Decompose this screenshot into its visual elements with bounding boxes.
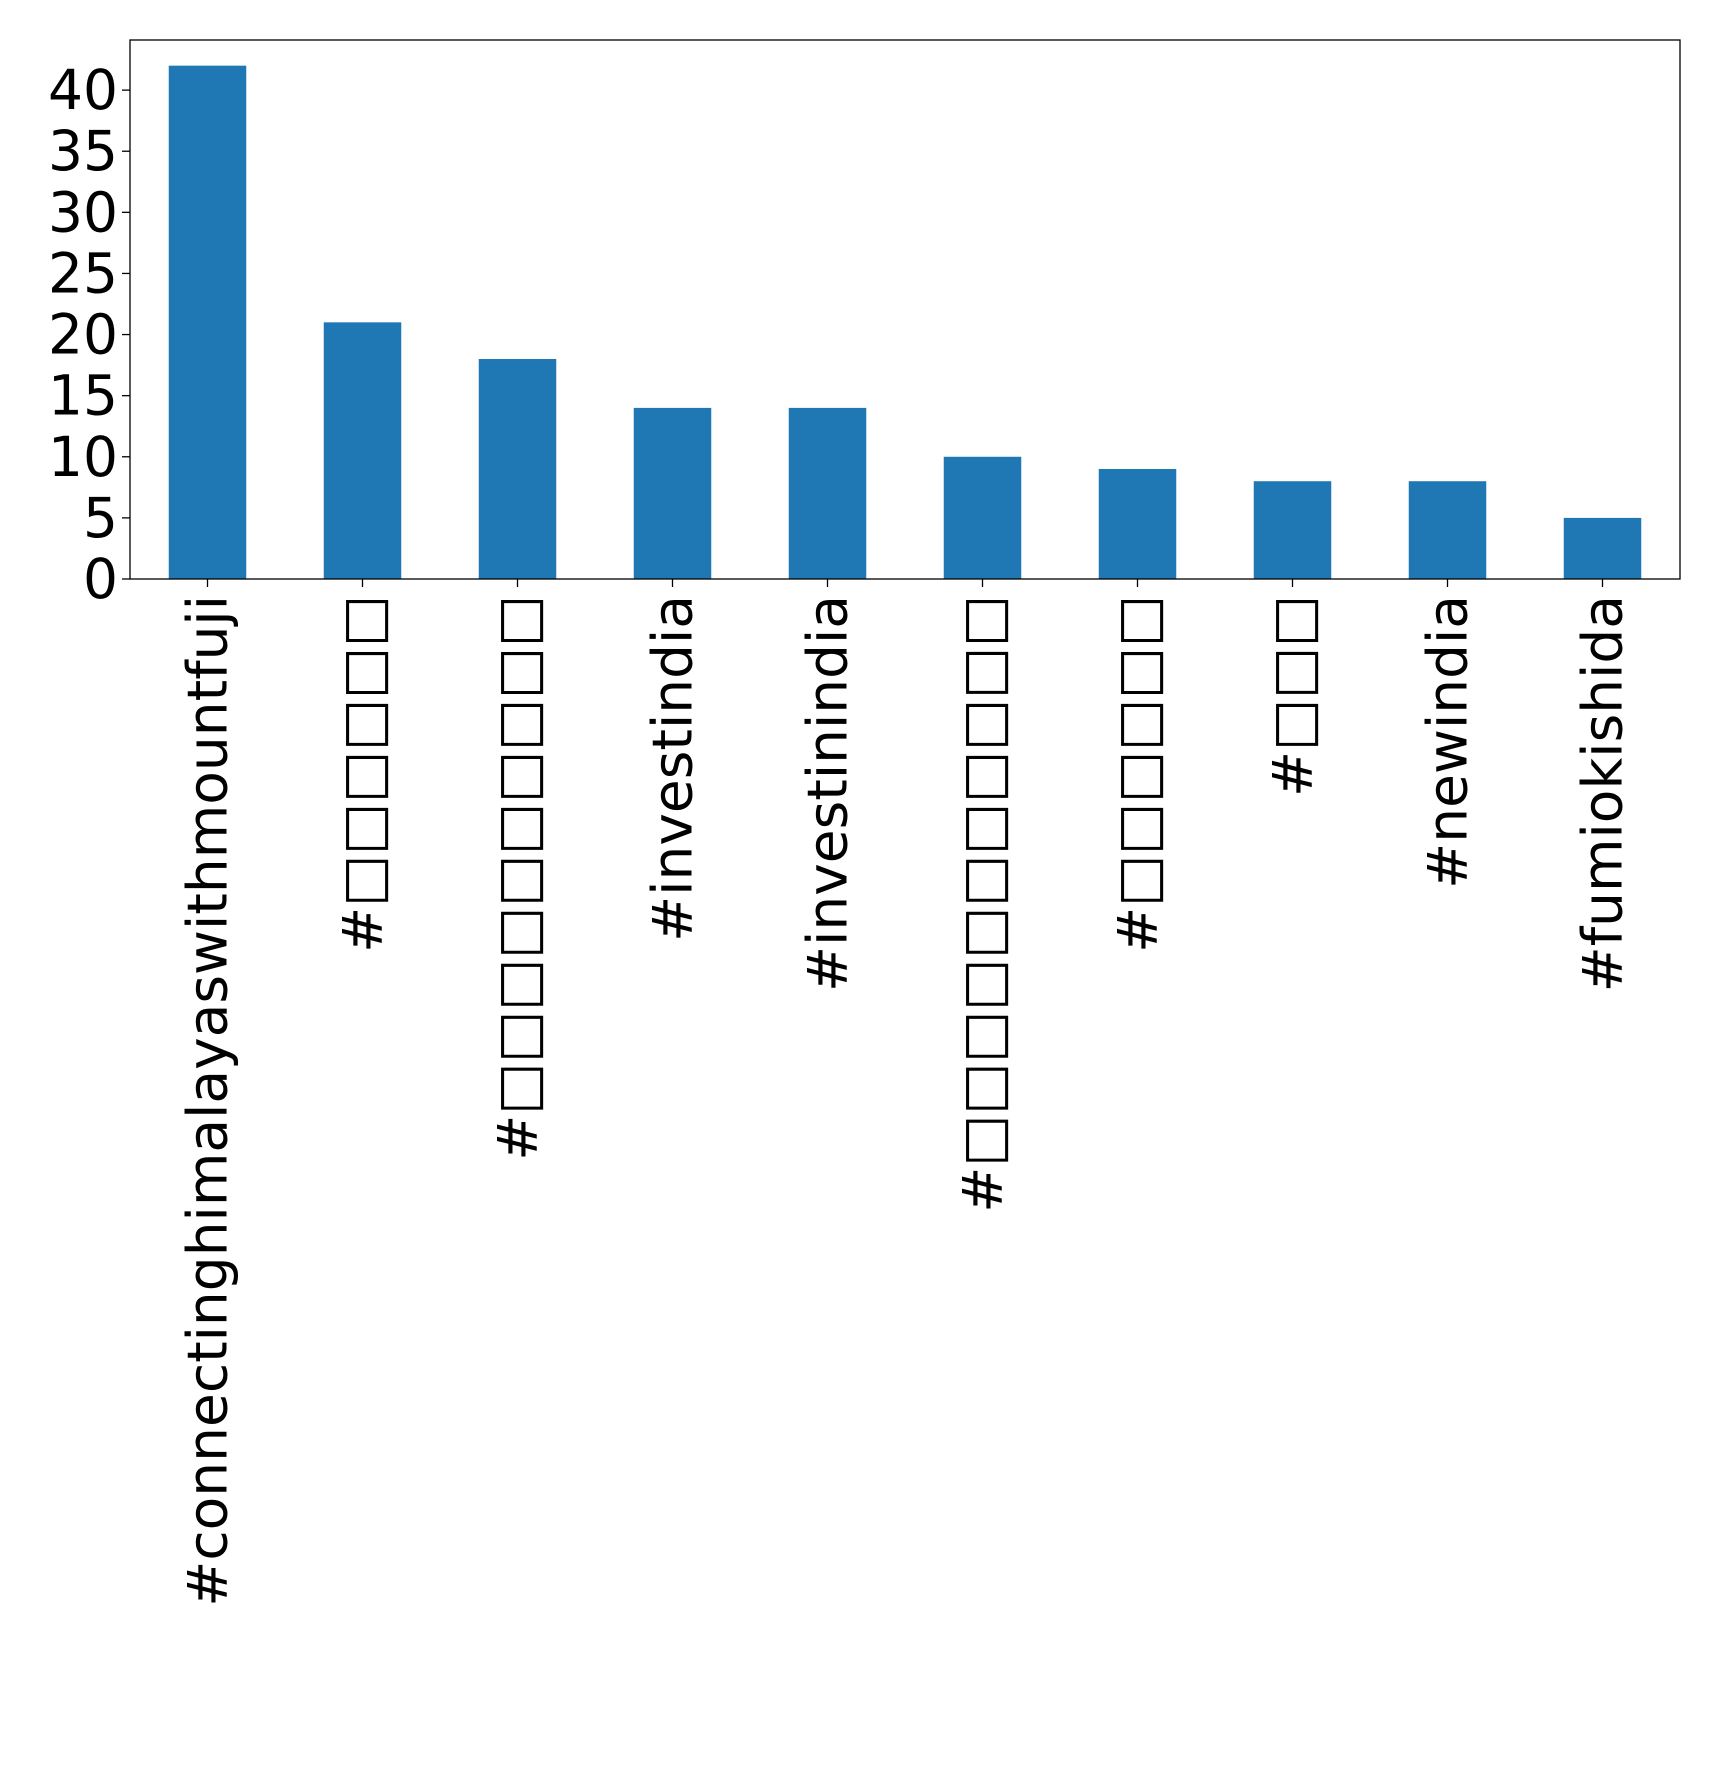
x-tick-label: #□□□□□□□□□□ <box>486 595 550 1161</box>
x-tick-label: #fumiokishida <box>1571 595 1635 992</box>
bar <box>1408 481 1487 579</box>
y-tick-label: 25 <box>48 241 118 305</box>
y-tick-label: 30 <box>48 180 118 244</box>
x-tick-label: #□□□ <box>1261 595 1325 797</box>
bar <box>478 359 557 579</box>
bars-group <box>168 65 1642 579</box>
bar <box>943 456 1022 579</box>
x-tick-label: #investinindia <box>796 595 860 992</box>
y-tick-label: 10 <box>48 425 118 489</box>
x-tick-label: #□□□□□□□□□□□ <box>951 595 1015 1213</box>
bar <box>1253 481 1332 579</box>
x-tick-label: #newindia <box>1416 595 1480 889</box>
x-tick-label: #□□□□□□ <box>1106 595 1170 953</box>
x-tick-label: #□□□□□□ <box>331 595 395 953</box>
bar <box>788 407 867 579</box>
bar <box>323 322 402 579</box>
x-tick-label: #connectinghimalayaswithmountfuji <box>176 595 240 1607</box>
bar <box>1098 469 1177 579</box>
plot-frame <box>129 39 1681 580</box>
y-tick-label: 5 <box>83 486 118 550</box>
bar <box>1563 517 1642 579</box>
bar <box>168 65 247 579</box>
y-tick-label: 20 <box>48 303 118 367</box>
y-tick-label: 15 <box>48 364 118 428</box>
x-tick-label: #investindia <box>641 595 705 942</box>
y-tick-label: 40 <box>48 58 118 122</box>
bar <box>633 407 712 579</box>
y-tick-label: 35 <box>48 119 118 183</box>
x-axis-category-labels: #connectinghimalayaswithmountfuji #□□□□□□… <box>176 579 1635 1607</box>
y-tick-label: 0 <box>83 547 118 611</box>
